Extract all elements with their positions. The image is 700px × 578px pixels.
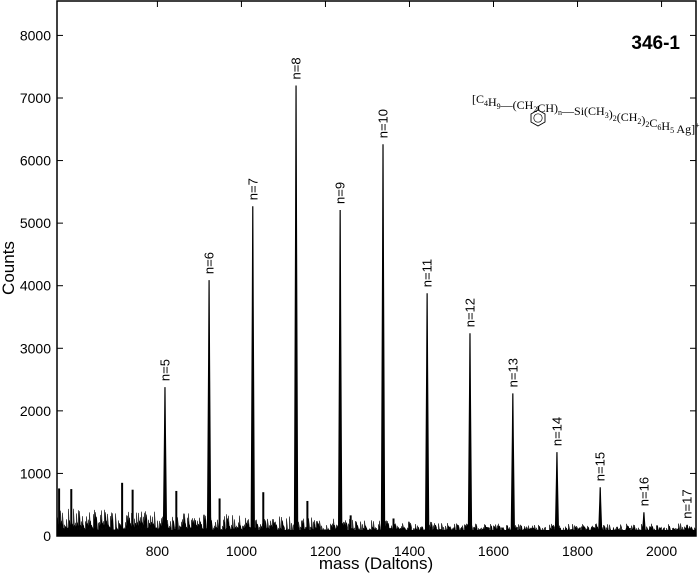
- peak-n-13: [510, 393, 516, 536]
- peak-label: n=10: [376, 109, 391, 138]
- x-axis-ticks: 800 1000 1200 1400 1600 1800 2000: [146, 1, 677, 559]
- peak-label: n=7: [245, 178, 260, 200]
- peak-n-7: [250, 206, 255, 537]
- y-tick-label: 0: [43, 528, 51, 544]
- x-tick-label: 1800: [562, 543, 593, 559]
- y-tick-label: 8000: [20, 27, 51, 43]
- x-tick-label: 1000: [226, 543, 257, 559]
- x-tick-label: 800: [146, 543, 170, 559]
- y-tick-label: 4000: [20, 278, 51, 294]
- peak-label: n=8: [289, 57, 304, 79]
- y-axis-title: Counts: [0, 241, 18, 295]
- phenyl-ring-icon: [530, 106, 546, 127]
- peak-n-9: [337, 209, 343, 537]
- x-tick-label: 1400: [394, 543, 425, 559]
- peak-label: n=6: [202, 252, 217, 274]
- x-axis-title: mass (Daltons): [319, 554, 433, 573]
- minor-peaks: [58, 482, 395, 536]
- peak-n-12: [467, 333, 473, 536]
- x-tick-label: 1600: [478, 543, 509, 559]
- peak-label: n=13: [505, 358, 520, 387]
- sample-id-label: 346-1: [631, 33, 680, 54]
- y-axis-ticks: 0 1000 2000 3000 4000 5000 6000 7000 8000: [20, 27, 696, 544]
- plot-frame: [56, 0, 697, 537]
- peak-n-16: [641, 512, 647, 536]
- peak-label: n=11: [420, 259, 435, 287]
- peak-label: n=9: [333, 182, 348, 204]
- peak-label: n=12: [462, 298, 477, 327]
- peak-label: n=16: [636, 477, 651, 506]
- polymer-formula-annotation: [C4H9—(CH2CH)n—Si(CH3)2(CH2)2C6H5 Ag]+: [472, 92, 700, 136]
- y-tick-label: 5000: [20, 215, 51, 231]
- peak-n-6: [206, 280, 212, 536]
- y-tick-label: 7000: [20, 90, 51, 106]
- formula-text: [C4H9—(CH2CH)n—Si(CH3)2(CH2)2C6H5 Ag]+: [472, 92, 700, 136]
- peak-n-10: [380, 144, 386, 536]
- peak-n-15: [598, 487, 603, 536]
- peak-label: n=15: [593, 452, 608, 481]
- peak-label: n=17: [680, 489, 695, 518]
- y-tick-label: 2000: [20, 403, 51, 419]
- peak-labels: n=5 n=6 n=7 n=8 n=9 n=10 n=11 n=12 n=13 n=14 n=15 n…: [157, 57, 694, 518]
- peak-n-8: [293, 85, 299, 536]
- peak-n-5: [162, 387, 168, 536]
- x-tick-label: 1200: [310, 543, 341, 559]
- peak-label: n=14: [549, 417, 564, 446]
- peak-label: n=5: [157, 359, 172, 381]
- x-tick-label: 2000: [646, 543, 677, 559]
- y-tick-label: 3000: [20, 340, 51, 356]
- oligomer-peaks: [162, 85, 690, 537]
- peak-n-17: [684, 524, 690, 536]
- y-tick-label: 6000: [20, 153, 51, 169]
- peak-n-14: [554, 452, 560, 536]
- y-tick-label: 1000: [20, 465, 51, 481]
- peak-n-11: [424, 293, 430, 536]
